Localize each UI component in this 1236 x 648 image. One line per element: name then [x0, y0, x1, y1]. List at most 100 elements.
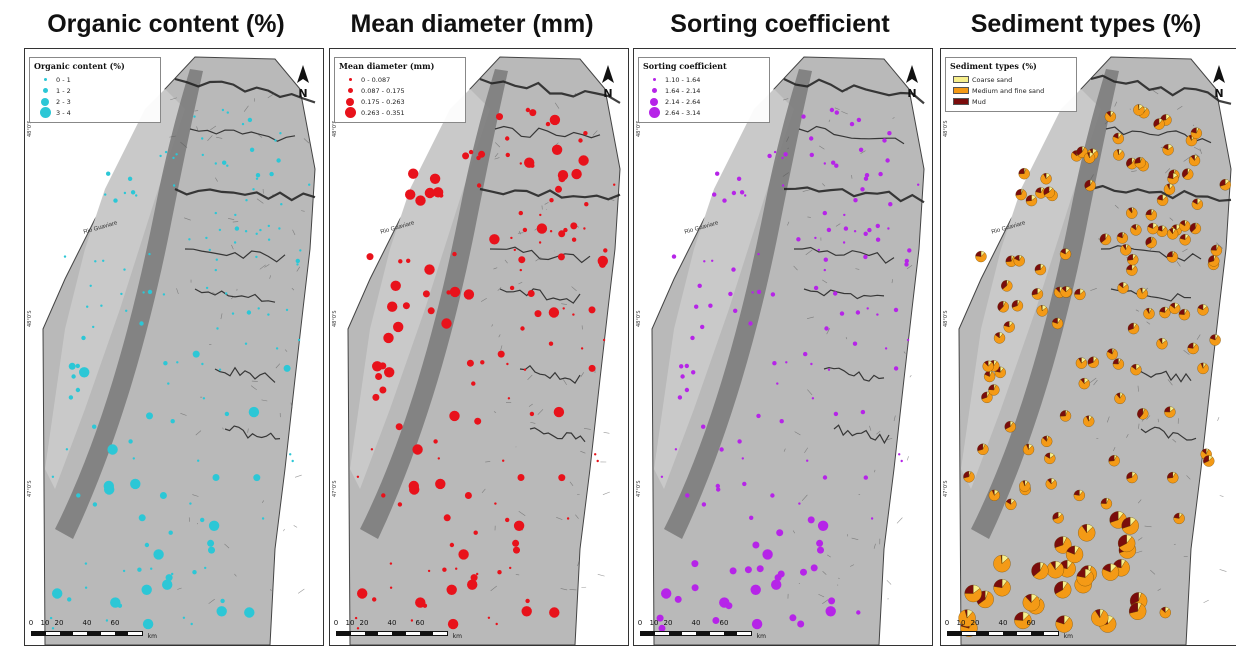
scale-tick-label: 10 — [649, 619, 659, 627]
station-symbol — [522, 227, 528, 233]
sediment-pie-symbol — [997, 301, 1009, 313]
station-symbol — [505, 136, 510, 141]
station-symbol — [715, 483, 720, 489]
station-symbol — [247, 117, 253, 123]
station-symbol — [774, 574, 782, 582]
legend-circle-icon — [34, 74, 56, 85]
map-legend: Organic content (%) 0 - 1 1 - 2 2 - 3 3 - 4 — [29, 57, 161, 123]
scale-unit: km — [1063, 633, 1073, 640]
station-symbol — [212, 474, 220, 481]
station-symbol — [473, 530, 478, 535]
station-symbol — [244, 230, 248, 233]
station-symbol — [215, 258, 218, 261]
pie-slice — [1044, 187, 1055, 199]
pie-slice — [1060, 287, 1072, 298]
station-symbol — [898, 453, 901, 456]
relief-texture — [493, 267, 498, 270]
station-symbol — [65, 448, 69, 451]
station-symbol — [831, 160, 836, 165]
relief-texture — [210, 125, 217, 131]
relief-texture — [1137, 385, 1139, 392]
pie-slice — [1060, 248, 1066, 255]
pie-slice — [1084, 179, 1091, 189]
north-arrow-icon: N — [906, 65, 918, 100]
legend-label: 1.10 - 1.64 — [665, 75, 701, 84]
pie-slice — [1154, 119, 1165, 130]
relief-texture — [485, 461, 491, 463]
station-symbol — [476, 572, 479, 576]
station-symbol — [120, 292, 123, 296]
relief-texture — [251, 380, 258, 382]
pie-slice — [1054, 536, 1064, 548]
escarpment-line — [174, 77, 316, 104]
station-symbol — [402, 302, 410, 310]
station-symbol — [772, 361, 777, 366]
station-symbol — [834, 110, 839, 115]
station-symbol — [728, 291, 733, 297]
station-symbol — [529, 109, 537, 117]
station-symbol — [193, 115, 196, 118]
pie-slice — [1044, 454, 1056, 465]
station-symbol — [860, 187, 865, 192]
pie-slice — [1159, 608, 1171, 619]
station-symbol — [893, 307, 899, 313]
sediment-pie-symbol — [1179, 220, 1191, 232]
station-symbol — [750, 584, 761, 595]
pie-slice — [1121, 517, 1131, 529]
station-symbol — [68, 362, 76, 370]
pie-slice — [1130, 365, 1142, 376]
station-symbol — [92, 502, 98, 507]
map-panel-sorting: Rio Guaviare 48°0'S 48°0'S 47°0'S N Sorting c… — [633, 48, 933, 646]
relief-texture — [1093, 379, 1098, 386]
pie-slice — [1166, 251, 1173, 258]
station-symbol — [571, 168, 582, 180]
station-symbol — [826, 227, 832, 233]
relief-texture — [493, 411, 497, 413]
pie-slice — [1078, 379, 1090, 390]
pie-slice — [1005, 498, 1012, 505]
legend-item: 1.10 - 1.64 — [643, 74, 765, 85]
pie-slice — [1210, 245, 1222, 257]
relief-texture — [1193, 146, 1201, 151]
panel-title-sorting: Sorting coefficient — [670, 10, 890, 38]
pie-slice — [1172, 224, 1177, 231]
station-symbol — [267, 224, 270, 228]
relief-texture — [906, 265, 913, 270]
scale-tick-label: 10 — [345, 619, 355, 627]
escarpment-line — [494, 125, 601, 139]
relief-texture — [827, 554, 831, 558]
relief-texture — [1183, 156, 1191, 162]
station-symbol — [558, 474, 566, 482]
station-symbol — [810, 362, 813, 366]
station-symbol — [536, 223, 548, 234]
station-symbol — [132, 457, 135, 460]
relief-texture — [234, 573, 237, 577]
station-symbol — [255, 177, 259, 180]
sediment-pie-symbol — [958, 609, 976, 627]
station-symbol — [208, 546, 215, 554]
station-symbol — [756, 565, 764, 573]
relief-texture — [807, 216, 811, 218]
escarpment-line — [803, 288, 885, 300]
sediment-pie-symbol — [1035, 187, 1047, 199]
pie-slice — [994, 367, 1006, 379]
escarpment-line — [519, 364, 581, 384]
station-symbol — [888, 202, 893, 207]
sediment-pie-symbol — [988, 384, 1000, 396]
station-symbol — [823, 268, 826, 272]
relief-texture — [220, 313, 223, 320]
station-symbol — [356, 627, 360, 630]
station-symbol — [513, 248, 516, 252]
escarpment-line — [174, 188, 316, 202]
station-symbol — [406, 258, 411, 263]
sediment-pie-symbol — [1127, 322, 1140, 335]
station-symbol — [551, 144, 563, 155]
station-symbol — [412, 444, 423, 455]
legend-circle-icon — [34, 107, 56, 118]
station-symbol — [449, 410, 460, 422]
pie-slice — [1197, 306, 1209, 316]
pie-slice — [977, 444, 989, 455]
relief-texture — [1219, 569, 1227, 572]
relief-texture — [271, 194, 274, 196]
relief-texture — [787, 147, 789, 150]
